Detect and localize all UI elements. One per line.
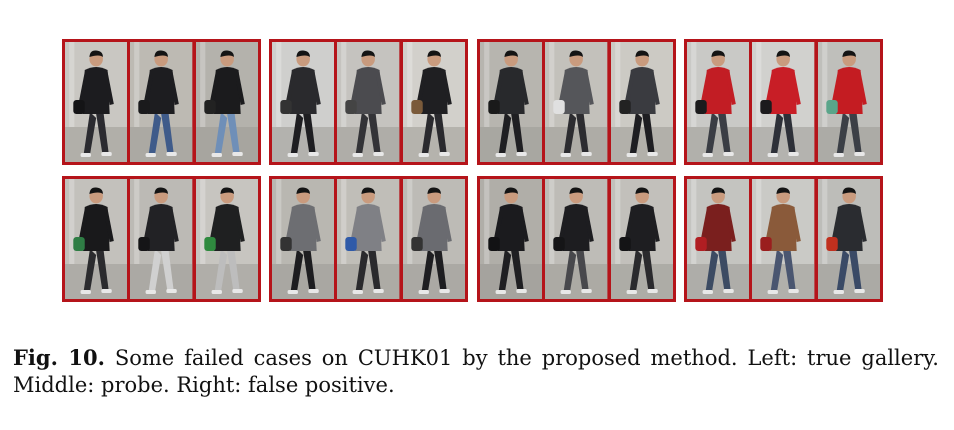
probe-image: [337, 42, 400, 162]
pedestrian-figure: [130, 42, 193, 162]
pedestrian-figure: [687, 42, 750, 162]
pedestrian-figure: [402, 42, 465, 162]
figure-caption: Fig. 10. Some failed cases on CUHK01 by …: [13, 344, 939, 399]
true-gallery-image: [687, 42, 750, 162]
probe-image: [337, 179, 400, 299]
probe-image: [752, 179, 815, 299]
pedestrian-figure: [65, 42, 128, 162]
pedestrian-figure: [687, 179, 750, 299]
false-positive-image: [195, 179, 258, 299]
probe-image: [545, 42, 608, 162]
pedestrian-figure: [817, 42, 880, 162]
pedestrian-figure: [817, 179, 880, 299]
probe-image: [545, 179, 608, 299]
pedestrian-figure: [480, 179, 543, 299]
pedestrian-figure: [610, 179, 673, 299]
false-positive-image: [402, 42, 465, 162]
caption-label: Fig. 10.: [13, 345, 105, 370]
true-gallery-image: [480, 42, 543, 162]
pedestrian-figure: [272, 179, 335, 299]
false-positive-image: [817, 179, 880, 299]
pedestrian-figure: [480, 42, 543, 162]
pedestrian-figure: [337, 42, 400, 162]
false-positive-image: [402, 179, 465, 299]
pedestrian-figure: [752, 42, 815, 162]
pedestrian-figure: [130, 179, 193, 299]
probe-image: [130, 179, 193, 299]
figure-group-6: [269, 176, 468, 302]
pedestrian-figure: [402, 179, 465, 299]
caption-text: Some failed cases on CUHK01 by the propo…: [13, 346, 939, 397]
figure-group-1: [62, 39, 261, 165]
pedestrian-figure: [195, 42, 258, 162]
figure-group-2: [269, 39, 468, 165]
figure-group-3: [477, 39, 676, 165]
pedestrian-figure: [195, 179, 258, 299]
pedestrian-figure: [610, 42, 673, 162]
false-positive-image: [610, 42, 673, 162]
true-gallery-image: [687, 179, 750, 299]
probe-image: [752, 42, 815, 162]
pedestrian-figure: [337, 179, 400, 299]
false-positive-image: [817, 42, 880, 162]
pedestrian-figure: [752, 179, 815, 299]
figure-group-4: [684, 39, 883, 165]
probe-image: [130, 42, 193, 162]
true-gallery-image: [480, 179, 543, 299]
true-gallery-image: [65, 42, 128, 162]
pedestrian-figure: [65, 179, 128, 299]
figure-group-5: [62, 176, 261, 302]
figure: [62, 39, 883, 302]
figure-group-8: [684, 176, 883, 302]
pedestrian-figure: [545, 179, 608, 299]
false-positive-image: [610, 179, 673, 299]
false-positive-image: [195, 42, 258, 162]
pedestrian-figure: [545, 42, 608, 162]
true-gallery-image: [272, 179, 335, 299]
figure-group-7: [477, 176, 676, 302]
true-gallery-image: [65, 179, 128, 299]
true-gallery-image: [272, 42, 335, 162]
pedestrian-figure: [272, 42, 335, 162]
